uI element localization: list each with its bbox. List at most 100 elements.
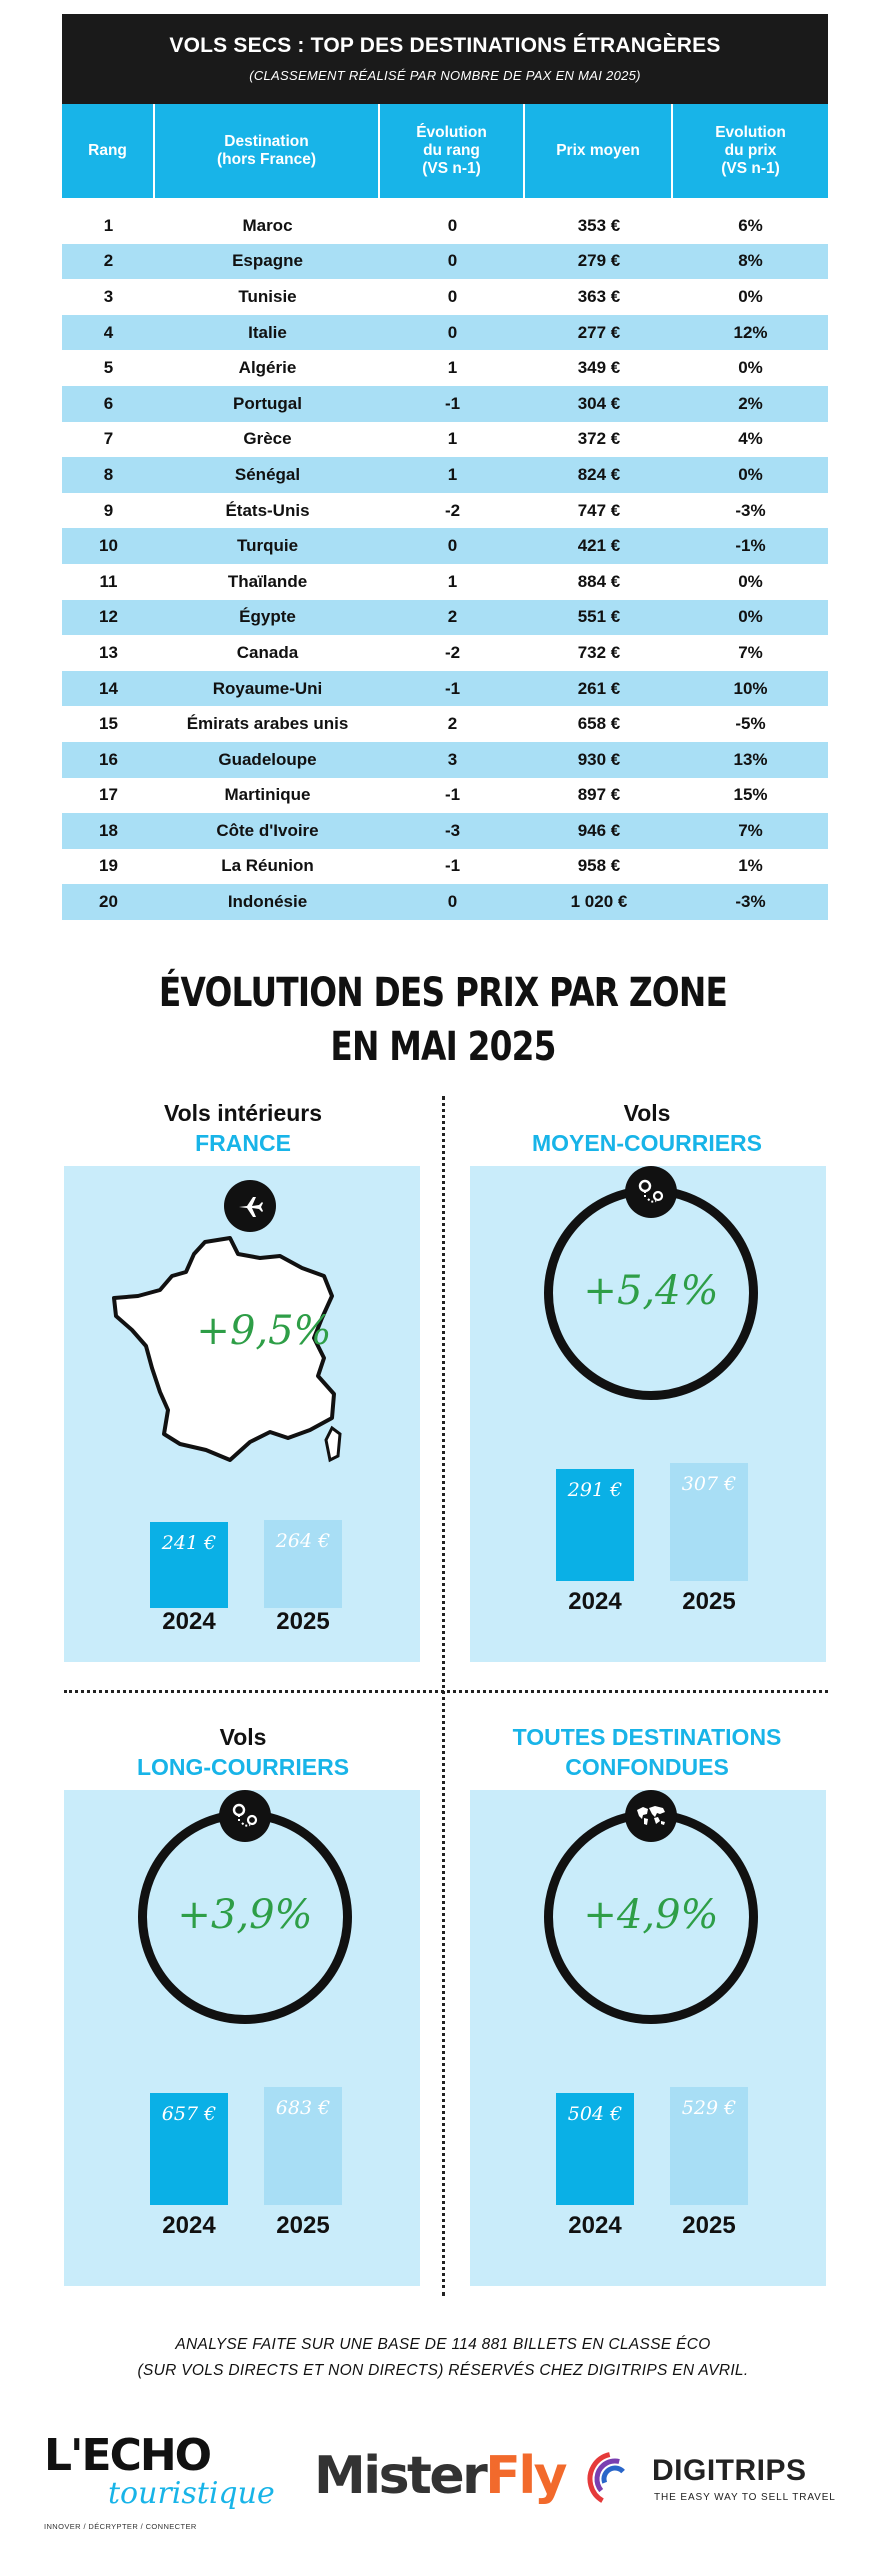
price-bar-2024: 657 €	[150, 2093, 228, 2205]
echo-logo-script: touristique	[108, 2476, 275, 2511]
cell-destination: Portugal	[233, 393, 302, 413]
cell-price-change: 15%	[733, 785, 768, 805]
table-row: 14 Royaume-Uni -1 261 € 10%	[62, 670, 828, 707]
cell-destination: Égypte	[239, 607, 296, 627]
zone-panel-moyen-courriers: +5,4% 291 € 2024 307 € 2025	[470, 1166, 826, 1662]
cell-price: 372 €	[577, 429, 621, 449]
cell-rank-change: -1	[444, 393, 461, 413]
vertical-divider	[442, 1096, 445, 2296]
percent-moyen-courriers: +5,4%	[583, 1268, 719, 1314]
cell-rank: 17	[99, 785, 118, 805]
price-bar-label: 264 €	[275, 1530, 331, 1552]
cell-rank-change: -1	[444, 678, 461, 698]
route-pin-icon	[625, 1166, 677, 1218]
cell-rank-change: 3	[447, 749, 458, 769]
year-label: 2025	[682, 2212, 736, 2239]
cell-rank: 1	[103, 215, 114, 235]
table-row: 10 Turquie 0 421 € -1%	[62, 528, 828, 564]
year-label: 2025	[682, 1588, 736, 1615]
cell-rank-change: -1	[444, 856, 461, 876]
price-bar-label: 241 €	[161, 1532, 217, 1554]
cell-destination: Thaïlande	[227, 571, 308, 591]
cell-rank-change: 0	[447, 322, 458, 342]
echo-logo-tagline: INNOVER / DÉCRYPTER / CONNECTER	[44, 2522, 197, 2531]
cell-price: 930 €	[577, 749, 621, 769]
zone-label-blue: CONFONDUES	[565, 1754, 729, 1780]
cell-price: 658 €	[577, 714, 621, 734]
column-headers: Rang Destination (hors France) Évolution…	[62, 104, 828, 198]
zone-label-top: Vols	[219, 1724, 267, 1750]
cell-rank: 16	[99, 749, 118, 769]
price-bar-2025: 307 €	[670, 1463, 748, 1581]
cell-destination: Royaume-Uni	[212, 678, 323, 698]
zones-title-line1: ÉVOLUTION DES PRIX PAR ZONE	[158, 970, 728, 1016]
column-header-rank-change: Évolution du rang (VS n-1)	[380, 104, 525, 198]
cell-destination: Côte d'Ivoire	[216, 820, 319, 840]
cell-rank-change: 1	[447, 429, 458, 449]
cell-destination: Tunisie	[238, 286, 297, 306]
cell-rank-change: 2	[447, 714, 458, 734]
zone-label-moyen-courriers: Vols MOYEN-COURRIERS	[467, 1098, 827, 1158]
cell-price: 897 €	[577, 785, 621, 805]
airplane-icon	[224, 1180, 276, 1232]
cell-price-change: 2%	[738, 393, 763, 413]
cell-price: 353 €	[577, 215, 621, 235]
zone-panel-long-courriers: +3,9% 657 € 2024 683 € 2025	[64, 1790, 420, 2286]
price-bar-label: 657 €	[161, 2103, 217, 2125]
percent-toutes-destinations: +4,9%	[583, 1892, 719, 1938]
cell-price-change: 0%	[738, 607, 763, 627]
cell-rank-change: -2	[444, 642, 461, 662]
cell-destination: Guadeloupe	[218, 749, 317, 769]
digitrips-logo-name: DIGITRIPS	[652, 2454, 807, 2487]
cell-destination: Algérie	[238, 358, 297, 378]
price-bar-label: 529 €	[681, 2097, 737, 2119]
zone-panel-france: +9,5% 241 € 2024 264 € 2025	[64, 1166, 420, 1662]
table-subtitle: (CLASSEMENT RÉALISÉ PAR NOMBRE DE PAX EN…	[249, 68, 641, 83]
echo-touristique-logo: L'ECHO touristique INNOVER / DÉCRYPTER /…	[44, 2430, 275, 2531]
zone-panel-toutes-destinations: +4,9% 504 € 2024 529 € 2025	[470, 1790, 826, 2286]
year-label: 2024	[568, 1588, 622, 1615]
cell-price: 277 €	[577, 322, 621, 342]
zone-label-blue: LONG-COURRIERS	[136, 1754, 350, 1780]
table-row: 19 La Réunion -1 958 € 1%	[62, 849, 828, 885]
cell-price-change: 7%	[738, 820, 763, 840]
percent-france: +9,5%	[196, 1308, 332, 1354]
cell-rank: 5	[103, 358, 114, 378]
france-map-icon	[112, 1236, 342, 1463]
cell-price: 732 €	[577, 642, 621, 662]
column-header-destination: Destination (hors France)	[155, 104, 380, 198]
cell-rank-change: 1	[447, 571, 458, 591]
table-row: 17 Martinique -1 897 € 15%	[62, 778, 828, 814]
price-bar-label: 504 €	[567, 2103, 623, 2125]
price-bar-2025: 264 €	[264, 1520, 342, 1608]
cell-rank-change: -2	[444, 500, 461, 520]
cell-destination: États-Unis	[225, 500, 310, 520]
table-row: 15 Émirats arabes unis 2 658 € -5%	[62, 706, 828, 742]
cell-price-change: 0%	[738, 286, 763, 306]
table-row: 18 Côte d'Ivoire -3 946 € 7%	[62, 813, 828, 849]
cell-rank-change: -3	[444, 820, 461, 840]
cell-price-change: -3%	[735, 892, 766, 912]
cell-rank-change: 2	[447, 607, 458, 627]
cell-rank: 9	[103, 500, 114, 520]
misterfly-logo: MisterFly	[314, 2446, 568, 2506]
cell-rank: 10	[99, 536, 118, 556]
table-row: 6 Portugal -1 304 € 2%	[62, 385, 828, 422]
year-label: 2024	[162, 1608, 216, 1635]
table-row: 13 Canada -2 732 € 7%	[62, 635, 828, 671]
price-bar-2025: 529 €	[670, 2087, 748, 2205]
table-row: 20 Indonésie 0 1 020 € -3%	[62, 884, 828, 920]
cell-price: 747 €	[577, 500, 621, 520]
zone-label-top: TOUTES DESTINATIONS	[512, 1724, 782, 1750]
cell-price-change: 4%	[738, 429, 763, 449]
table-row: 5 Algérie 1 349 € 0%	[62, 350, 828, 386]
zone-label-toutes-destinations: TOUTES DESTINATIONS CONFONDUES	[467, 1722, 827, 1782]
table-title: VOLS SECS : TOP DES DESTINATIONS ÉTRANGÈ…	[169, 34, 721, 57]
cell-price-change: 8%	[738, 251, 763, 271]
world-map-icon	[625, 1790, 677, 1842]
horizontal-divider	[64, 1690, 828, 1693]
table-row: 16 Guadeloupe 3 930 € 13%	[62, 741, 828, 778]
cell-price: 946 €	[577, 820, 621, 840]
cell-rank-change: 0	[447, 892, 458, 912]
cell-rank: 18	[99, 820, 118, 840]
